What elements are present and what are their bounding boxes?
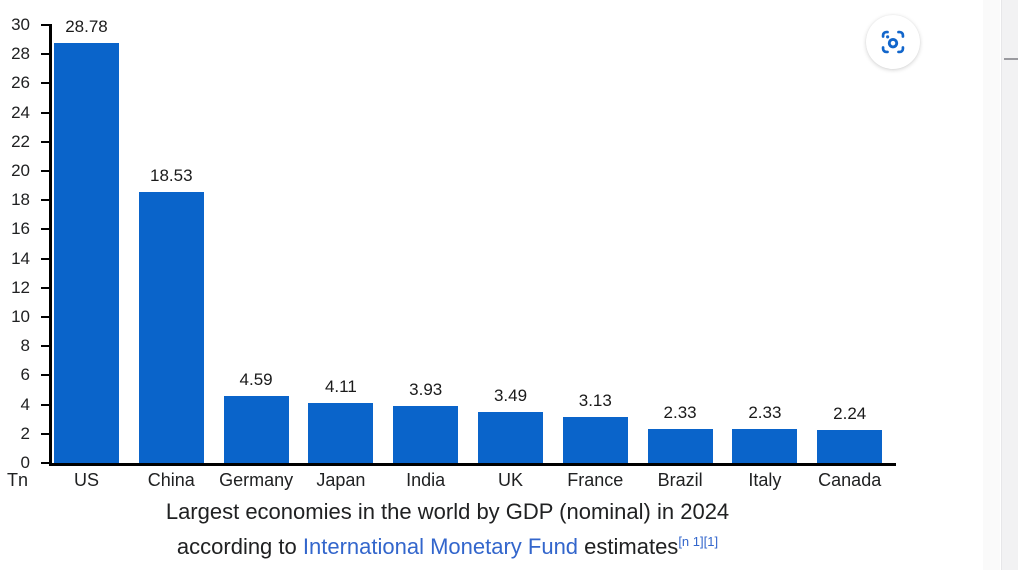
y-axis-tick bbox=[41, 53, 52, 56]
y-axis-tick-label: 26 bbox=[11, 73, 30, 93]
bar-value-label: 3.93 bbox=[409, 379, 443, 399]
bar-china bbox=[138, 192, 204, 463]
caption-text-before-link: according to bbox=[176, 534, 303, 559]
bar-brazil bbox=[647, 428, 713, 463]
y-axis-tick bbox=[41, 403, 52, 406]
y-axis-tick-label: 0 bbox=[20, 453, 30, 472]
bar-uk bbox=[478, 412, 543, 463]
y-axis-tick bbox=[41, 316, 52, 318]
y-axis-tick-label: 8 bbox=[20, 336, 30, 356]
x-axis-label-germany: Germany bbox=[219, 470, 294, 490]
y-axis-tick-label: 16 bbox=[11, 219, 30, 239]
chart-caption: Largest economies in the world by GDP (n… bbox=[0, 494, 895, 564]
gdp-bar-chart: 0 2 4 6 8 10 12 14 16 18 20 22 24 26 28 30 28.78 US 18.53 C… bbox=[7, 15, 896, 490]
footnote-ref-link[interactable]: [n 1] bbox=[678, 534, 703, 549]
y-axis-tick-label: 28 bbox=[11, 44, 30, 64]
y-axis-tick-label: 6 bbox=[20, 365, 30, 385]
x-axis-label-japan: Japan bbox=[316, 470, 366, 490]
citation-ref-link[interactable]: [1] bbox=[704, 534, 718, 549]
imf-link[interactable]: International Monetary Fund bbox=[302, 534, 579, 559]
bar-value-label: 2.33 bbox=[748, 402, 782, 422]
bar-japan bbox=[308, 402, 374, 463]
image-search-button[interactable] bbox=[866, 15, 920, 69]
y-axis-tick bbox=[41, 82, 52, 85]
y-axis-tick bbox=[41, 140, 52, 143]
scrollbar-track[interactable] bbox=[983, 0, 1000, 570]
y-axis-tick bbox=[41, 24, 52, 26]
y-axis-tick bbox=[41, 345, 52, 348]
y-axis-tick-label: 4 bbox=[20, 394, 30, 414]
bar-value-label: 4.59 bbox=[239, 369, 273, 389]
bar-value-label: 4.11 bbox=[324, 376, 357, 396]
bar-value-label: 28.78 bbox=[65, 16, 108, 36]
citation-ref-anchor[interactable]: [1] bbox=[703, 534, 719, 549]
y-axis-line bbox=[49, 25, 52, 466]
y-axis-unit-label: Tn bbox=[7, 470, 29, 490]
caption-text-after-link: estimates bbox=[578, 534, 679, 559]
y-axis-tick bbox=[41, 432, 52, 435]
x-axis-label-uk: UK bbox=[497, 470, 523, 490]
y-axis-tick-label: 2 bbox=[20, 423, 30, 443]
y-axis-tick-label: 22 bbox=[11, 131, 30, 151]
x-axis-label-us: US bbox=[73, 470, 99, 490]
y-axis-tick-label: 18 bbox=[11, 190, 30, 210]
x-axis-label-india: India bbox=[406, 470, 446, 490]
y-axis-tick-label: 24 bbox=[11, 102, 30, 122]
sidebar-resize-handle[interactable] bbox=[1004, 58, 1018, 60]
x-axis-label-france: France bbox=[567, 470, 624, 490]
y-axis-tick-label: 14 bbox=[11, 248, 30, 268]
browser-edge-panel bbox=[1001, 0, 1018, 570]
y-axis-tick-label: 20 bbox=[11, 161, 30, 180]
bar-india bbox=[393, 405, 459, 463]
bar-value-label: 3.49 bbox=[493, 386, 528, 406]
x-axis-label-italy: Italy bbox=[748, 470, 782, 490]
lens-scan-icon bbox=[879, 28, 907, 56]
y-axis-tick bbox=[41, 170, 52, 172]
bar-value-label: 18.53 bbox=[150, 166, 193, 186]
bar-germany bbox=[223, 395, 289, 463]
bar-canada bbox=[817, 430, 883, 463]
y-axis-tick bbox=[41, 257, 52, 260]
caption-line1: Largest economies in the world by GDP (n… bbox=[165, 499, 730, 524]
y-axis-tick bbox=[41, 374, 52, 377]
y-axis-tick-label: 30 bbox=[11, 15, 30, 34]
y-axis-tick-label: 12 bbox=[11, 277, 30, 297]
bar-france bbox=[562, 417, 628, 463]
bar-italy bbox=[732, 428, 798, 463]
y-axis-tick bbox=[41, 111, 52, 114]
bar-value-label: 3.13 bbox=[578, 391, 612, 411]
y-axis-tick bbox=[41, 286, 52, 289]
y-axis-tick-label: 10 bbox=[11, 307, 30, 326]
y-axis-tick bbox=[41, 199, 52, 202]
y-axis-tick bbox=[41, 228, 52, 231]
bar-value-label: 2.24 bbox=[833, 404, 867, 424]
bar-us bbox=[54, 42, 119, 463]
x-axis-label-canada: Canada bbox=[818, 470, 882, 490]
x-axis-label-brazil: Brazil bbox=[657, 470, 703, 490]
bar-value-label: 2.33 bbox=[663, 402, 697, 422]
y-axis-tick bbox=[41, 462, 52, 464]
footnote-ref-anchor[interactable]: [n 1] bbox=[678, 534, 704, 549]
caption-line2: according to International Monetary Fund… bbox=[0, 529, 895, 564]
x-axis-line bbox=[49, 463, 896, 466]
x-axis-label-china: China bbox=[147, 470, 195, 490]
